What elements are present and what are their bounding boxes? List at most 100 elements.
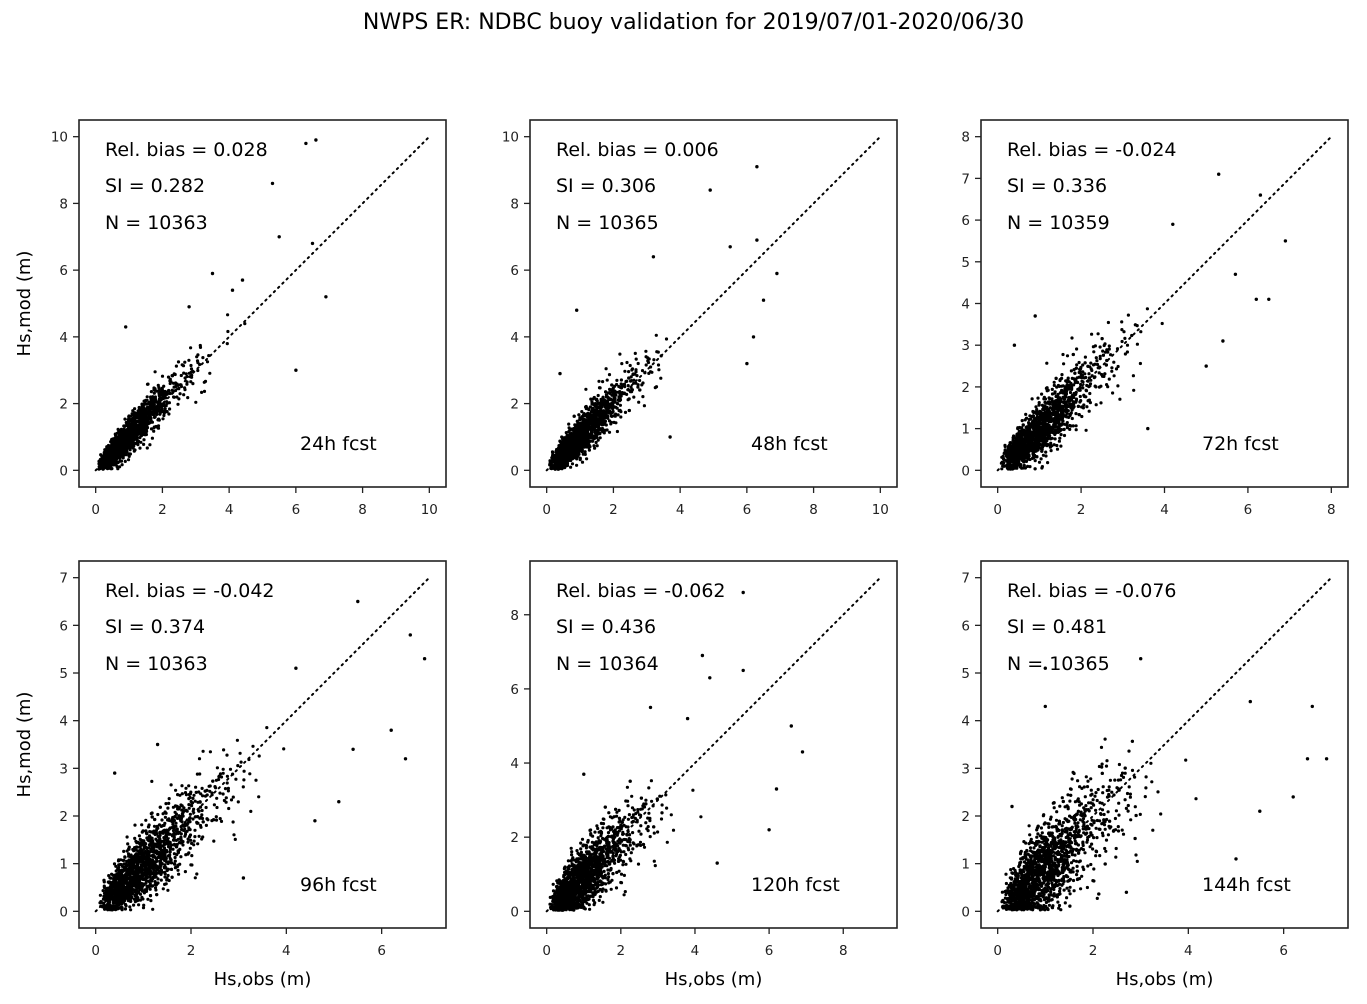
outlier-point <box>270 181 275 186</box>
data-point <box>175 395 179 399</box>
outlier-point <box>1233 272 1238 276</box>
data-point <box>583 452 587 456</box>
data-point <box>168 391 172 396</box>
data-point <box>122 424 126 428</box>
data-point <box>584 422 588 426</box>
outlier-point <box>668 435 672 439</box>
data-point <box>141 404 145 408</box>
data-point <box>1068 385 1072 390</box>
data-point <box>1052 425 1056 429</box>
data-point <box>1011 438 1015 442</box>
data-point <box>1084 375 1088 380</box>
data-point <box>1039 457 1043 461</box>
data-point <box>1024 449 1028 453</box>
data-point <box>1070 416 1074 421</box>
si-annotation: SI = 0.282 <box>105 175 205 197</box>
data-point <box>604 390 608 394</box>
data-point <box>1030 438 1034 442</box>
data-point <box>595 399 599 403</box>
data-point <box>1032 455 1036 459</box>
data-point <box>611 386 615 390</box>
data-point <box>133 407 137 411</box>
data-point <box>582 414 587 418</box>
data-point <box>1062 362 1066 366</box>
rel-bias-annotation: Rel. bias = -0.024 <box>1007 139 1177 161</box>
data-point <box>1044 454 1048 458</box>
data-point <box>1035 437 1039 441</box>
data-point <box>1026 451 1030 456</box>
data-point <box>152 386 156 390</box>
x-tick-label: 4 <box>676 502 685 518</box>
data-point <box>612 395 616 399</box>
data-point <box>578 441 582 445</box>
y-tick-label: 2 <box>961 380 970 396</box>
data-point <box>123 459 127 463</box>
data-point <box>636 385 640 389</box>
data-point <box>138 446 142 450</box>
data-point <box>1011 447 1015 451</box>
y-tick-label: 6 <box>59 263 68 279</box>
data-point <box>1027 417 1031 422</box>
data-point <box>605 395 609 399</box>
data-point <box>1027 432 1031 436</box>
data-point <box>1049 449 1053 453</box>
data-point <box>1045 401 1049 405</box>
data-point <box>1033 418 1038 423</box>
data-point <box>164 392 168 396</box>
outlier-point <box>1258 193 1263 197</box>
data-point <box>616 390 620 394</box>
data-point <box>149 390 153 394</box>
data-point <box>1005 464 1010 468</box>
y-tick-label: 4 <box>59 330 68 346</box>
data-point <box>634 368 638 372</box>
data-point <box>654 385 659 389</box>
data-point <box>1116 384 1120 388</box>
n-annotation: N = 10363 <box>105 212 208 234</box>
data-point <box>583 439 587 443</box>
data-point <box>106 449 110 454</box>
data-point <box>1016 432 1020 436</box>
data-point <box>605 400 610 404</box>
data-point <box>160 386 164 390</box>
data-point <box>140 432 144 437</box>
data-point <box>567 439 571 443</box>
outlier-point <box>1254 297 1259 301</box>
data-point <box>1061 384 1065 388</box>
data-point <box>1074 366 1078 370</box>
data-point <box>1103 342 1107 346</box>
data-point <box>1035 407 1039 412</box>
data-point <box>1035 455 1039 459</box>
data-point <box>119 445 123 449</box>
data-point <box>605 378 609 382</box>
data-point <box>1031 409 1035 414</box>
data-point <box>1027 421 1031 425</box>
y-tick-label: 4 <box>961 297 970 313</box>
data-point <box>585 457 589 461</box>
data-point <box>582 427 586 431</box>
data-point <box>1009 451 1013 455</box>
data-point <box>1083 361 1087 365</box>
data-point <box>1076 404 1080 408</box>
x-tick-label: 8 <box>1327 502 1336 518</box>
data-point <box>615 406 619 410</box>
data-point <box>102 451 107 455</box>
data-point <box>593 446 597 450</box>
data-point <box>1070 336 1074 340</box>
data-point <box>1064 395 1068 399</box>
data-point <box>1021 456 1025 460</box>
data-point <box>146 402 150 406</box>
data-point <box>198 362 202 367</box>
data-point <box>1047 408 1051 412</box>
data-point <box>619 410 623 414</box>
data-point <box>165 400 169 404</box>
data-point <box>170 374 175 378</box>
data-point <box>139 440 143 444</box>
data-point <box>141 413 145 417</box>
data-point <box>120 463 124 467</box>
data-point <box>1145 307 1149 311</box>
data-point <box>1093 384 1097 388</box>
data-point <box>126 458 131 462</box>
data-point <box>1033 440 1037 444</box>
data-point <box>156 426 161 430</box>
